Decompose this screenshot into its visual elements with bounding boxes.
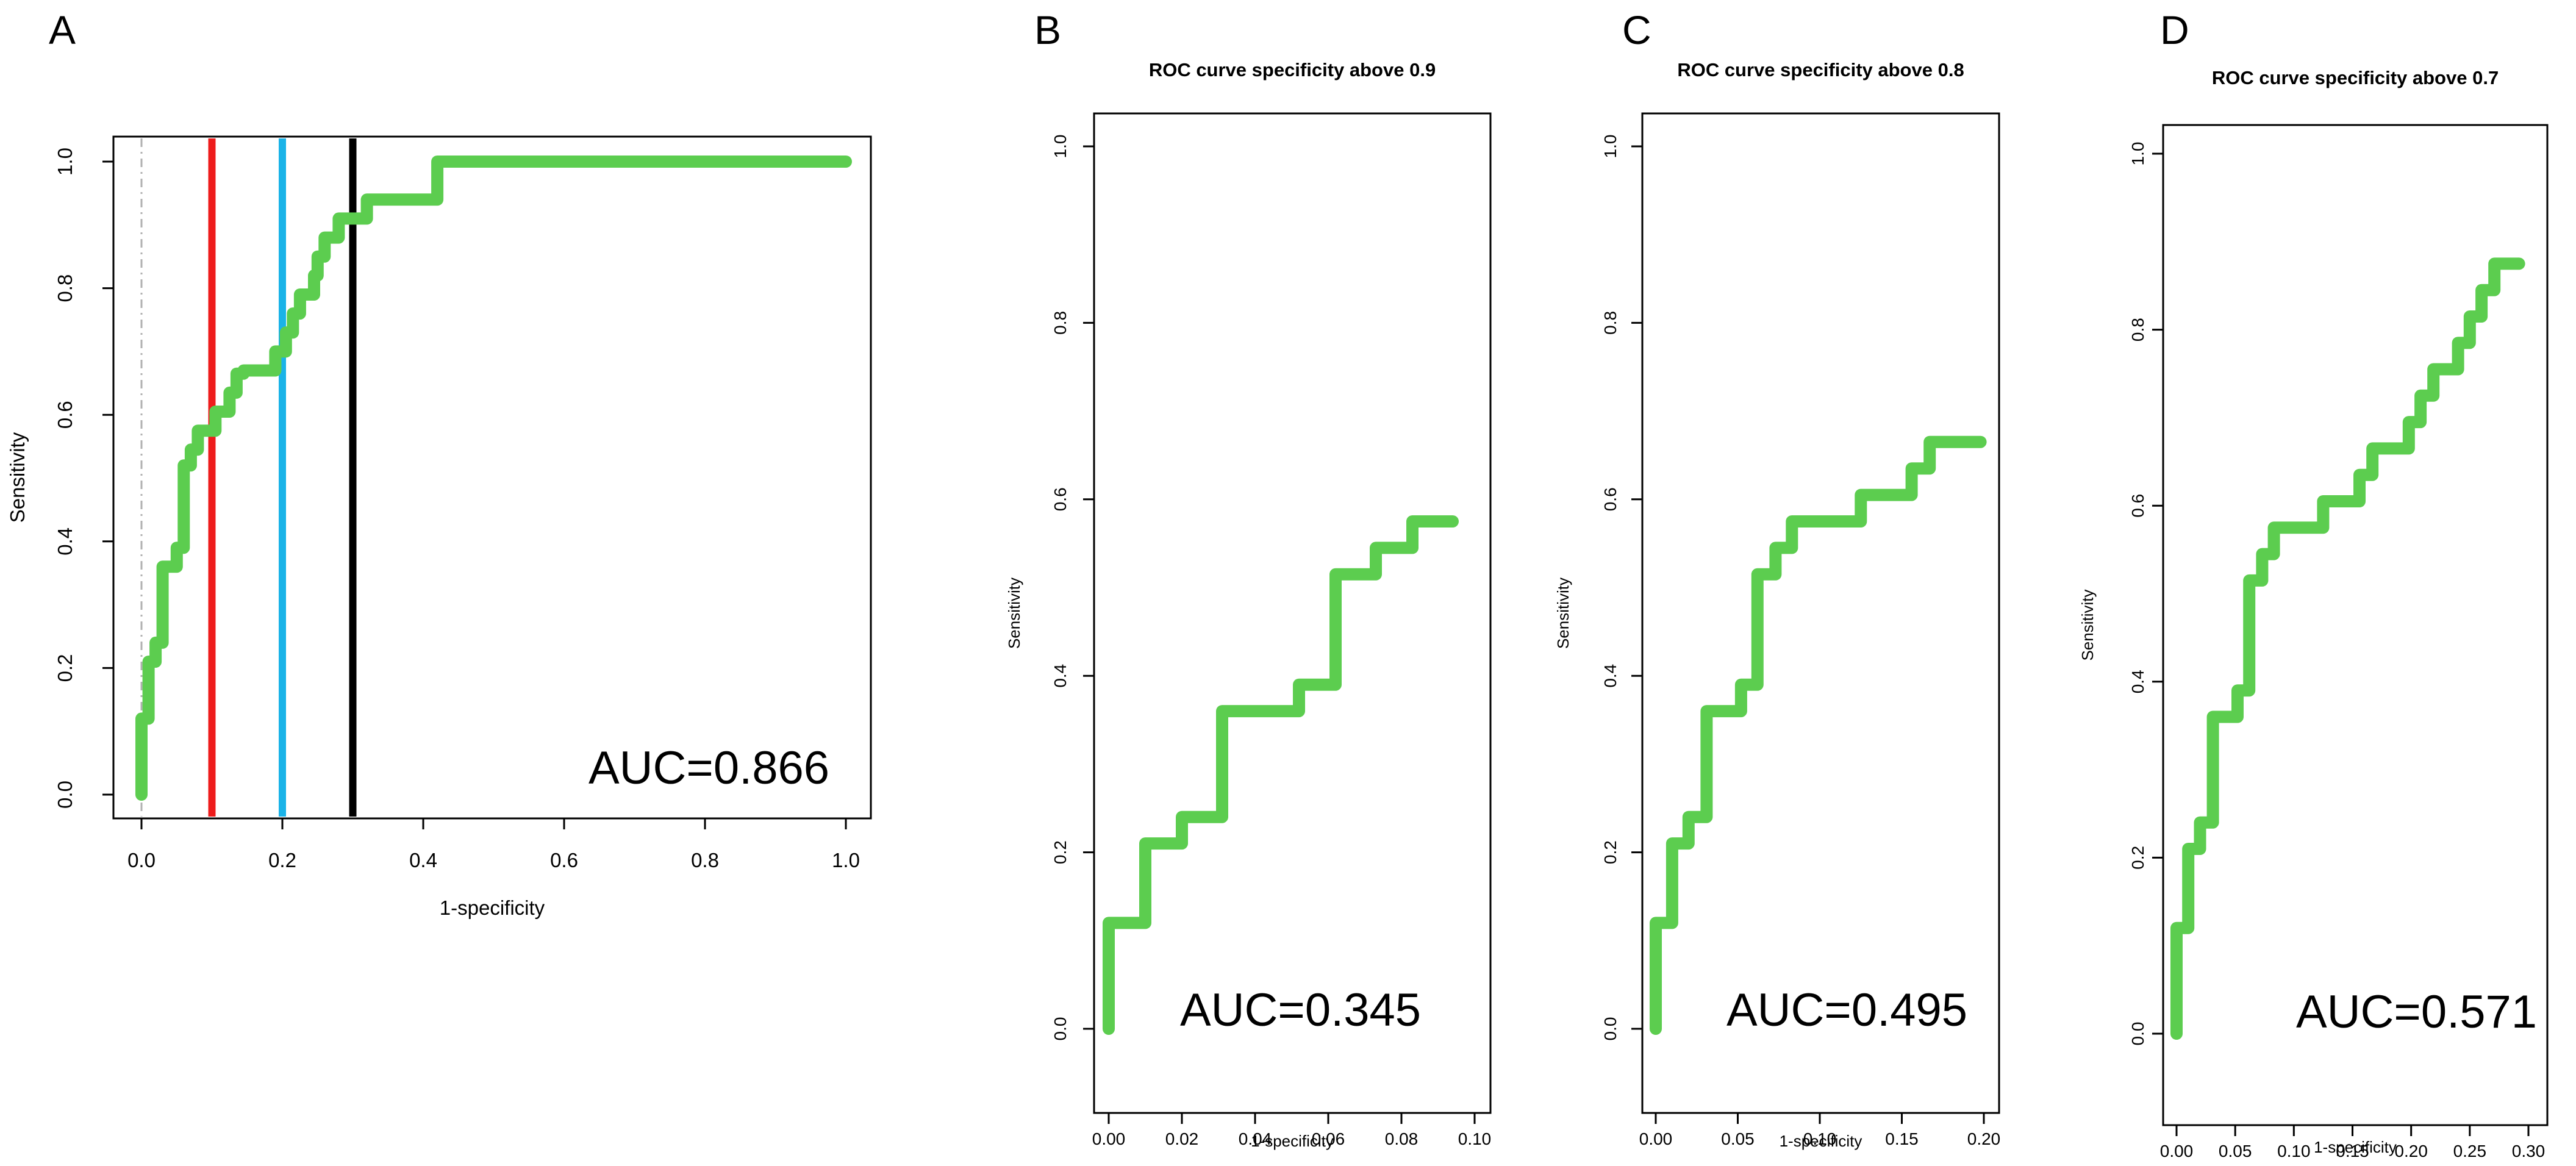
panel-letter-a: A: [49, 7, 76, 52]
y-tick-label: 0.6: [2128, 494, 2147, 518]
x-tick-label: 0.15: [2336, 1142, 2369, 1161]
x-tick-label: 0.00: [1092, 1129, 1126, 1148]
y-tick-label: 0.6: [1601, 487, 1620, 511]
auc-annotation-c: AUC=0.495: [1726, 984, 1967, 1036]
panel-letter-d: D: [2160, 7, 2189, 52]
x-tick-label: 0.10: [2277, 1142, 2311, 1161]
plot-frame-b: [1093, 112, 1492, 1114]
y-tick-label: 0.6: [1051, 487, 1070, 511]
chart-title-d: ROC curve specificity above 0.7: [2212, 67, 2499, 88]
auc-annotation-a: AUC=0.866: [589, 742, 829, 794]
plot-frame-c: [1641, 112, 2000, 1114]
y-tick-label: 0.4: [1051, 664, 1070, 688]
x-tick-label: 0.06: [1312, 1129, 1345, 1148]
y-tick-label: 0.0: [1051, 1017, 1070, 1041]
x-axis-label-b: 1-specificity: [1251, 1132, 1334, 1150]
panel-letter-b: B: [1034, 7, 1061, 52]
roc-curve-d: [2170, 257, 2525, 1040]
roc-curve-a: [135, 156, 852, 801]
x-tick-label: 0.08: [1385, 1129, 1419, 1148]
x-tick-label: 0.20: [1967, 1129, 2001, 1148]
y-tick-label: 0.2: [1051, 840, 1070, 864]
x-tick-label: 0.10: [1803, 1129, 1837, 1148]
y-tick-label: 0.2: [1601, 840, 1620, 864]
x-axis-label-a: 1-specificity: [440, 896, 545, 919]
y-tick-label: 0.0: [54, 781, 76, 809]
x-tick-label: 0.2: [268, 849, 296, 871]
x-tick-label: 0.25: [2453, 1142, 2487, 1161]
y-tick-label: 0.4: [2128, 670, 2147, 693]
x-tick-label: 0.02: [1165, 1129, 1199, 1148]
x-tick-label: 0.6: [550, 849, 578, 871]
y-tick-label: 1.0: [1051, 135, 1070, 159]
y-tick-label: 0.4: [1601, 664, 1620, 688]
y-tick-label: 0.8: [1051, 311, 1070, 335]
x-tick-label: 0.15: [1885, 1129, 1919, 1148]
y-tick-label: 0.8: [1601, 311, 1620, 335]
y-tick-label: 1.0: [2128, 142, 2147, 166]
x-tick-label: 0.10: [1458, 1129, 1492, 1148]
x-tick-label: 1.0: [832, 849, 860, 871]
y-tick-label: 0.6: [54, 401, 76, 429]
x-tick-label: 0.20: [2394, 1142, 2428, 1161]
auc-annotation-b: AUC=0.345: [1180, 984, 1421, 1036]
y-tick-label: 0.0: [1601, 1017, 1620, 1041]
panel-letter-c: C: [1622, 7, 1651, 52]
y-tick-label: 0.8: [2128, 318, 2147, 342]
x-tick-label: 0.4: [409, 849, 437, 871]
panel-d: D ROC curve specificity above 0.7 0.00 0.05…: [2078, 7, 2549, 1161]
x-tick-label: 0.00: [1639, 1129, 1673, 1148]
roc-curve-c: [1650, 435, 1987, 1035]
x-tick-label: 0.8: [691, 849, 719, 871]
y-axis-label-c: Sensitivity: [1554, 578, 1572, 649]
panel-c: C ROC curve specificity above 0.8 0.00 0.05…: [1554, 7, 2000, 1150]
panel-a: A 0.0 0.2 0.4 0.6 0.8 1.0 0.0 0.2 0.4 0.6 0.8 1.0 1-s…: [6, 7, 872, 919]
y-axis-label-a: Sensitivity: [6, 432, 29, 523]
y-tick-label: 0.2: [2128, 846, 2147, 870]
y-tick-label: 0.2: [54, 654, 76, 682]
roc-curve-b: [1103, 515, 1459, 1035]
x-axis-label-d: 1-specificity: [2314, 1138, 2397, 1156]
chart-title-b: ROC curve specificity above 0.9: [1149, 59, 1436, 80]
x-tick-label: 0.30: [2512, 1142, 2546, 1161]
y-tick-label: 0.8: [54, 274, 76, 302]
y-tick-label: 1.0: [54, 148, 76, 176]
x-tick-label: 0.04: [1239, 1129, 1272, 1148]
y-tick-label: 0.0: [2128, 1022, 2147, 1046]
panel-b: B ROC curve specificity above 0.9 0.00 0.02…: [1005, 7, 1492, 1150]
y-axis-label-b: Sensitivity: [1005, 578, 1023, 649]
x-tick-label: 0.00: [2160, 1142, 2194, 1161]
chart-title-c: ROC curve specificity above 0.8: [1677, 59, 1964, 80]
y-axis-label-d: Sensitivity: [2078, 589, 2097, 660]
y-tick-label: 1.0: [1601, 135, 1620, 159]
auc-annotation-d: AUC=0.571: [2296, 986, 2537, 1038]
x-tick-label: 0.05: [2219, 1142, 2252, 1161]
x-tick-label: 0.0: [127, 849, 156, 871]
x-tick-label: 0.05: [1721, 1129, 1755, 1148]
y-tick-label: 0.4: [54, 528, 76, 556]
plot-frame-a: [112, 135, 872, 820]
x-axis-label-c: 1-specificity: [1780, 1132, 1862, 1150]
